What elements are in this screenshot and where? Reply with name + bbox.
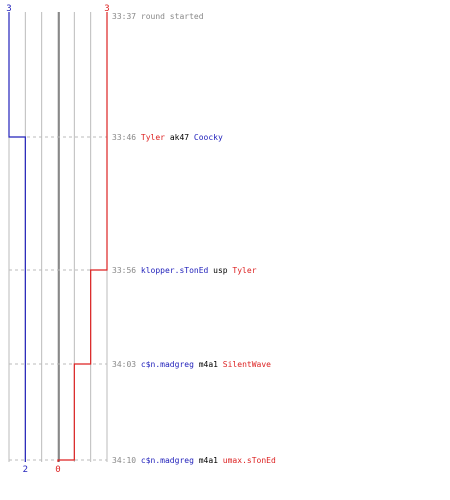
event-weapon: m4a1 bbox=[199, 360, 223, 369]
event-time: 33:56 bbox=[112, 266, 141, 275]
event-note: round started bbox=[141, 12, 204, 21]
event-time: 33:46 bbox=[112, 133, 141, 142]
event-row: 33:56 klopper.sTonEd usp Tyler bbox=[112, 266, 257, 275]
team-b-end-count: 0 bbox=[55, 465, 60, 475]
event-killer: c$n.madgreg bbox=[141, 360, 199, 369]
event-victim: umax.sTonEd bbox=[223, 456, 276, 465]
event-killer: Tyler bbox=[141, 133, 170, 142]
team-b-step-line bbox=[57, 12, 108, 462]
event-row: 34:10 c$n.madgreg m4a1 umax.sTonEd bbox=[112, 456, 276, 465]
event-killer: c$n.madgreg bbox=[141, 456, 199, 465]
event-row: 33:37 round started bbox=[112, 12, 204, 21]
team-a-step-line bbox=[8, 12, 26, 462]
event-row: 33:46 Tyler ak47 Coocky bbox=[112, 133, 223, 142]
team-a-end-count: 2 bbox=[23, 465, 28, 475]
event-row: 34:03 c$n.madgreg m4a1 SilentWave bbox=[112, 360, 271, 369]
team-b-start-count: 3 bbox=[104, 4, 109, 14]
event-weapon: m4a1 bbox=[199, 456, 223, 465]
event-time: 34:03 bbox=[112, 360, 141, 369]
event-weapon: usp bbox=[213, 266, 232, 275]
event-killer: klopper.sTonEd bbox=[141, 266, 213, 275]
team-a-start-count: 3 bbox=[6, 4, 11, 14]
event-victim: Coocky bbox=[194, 133, 223, 142]
event-victim: Tyler bbox=[232, 266, 256, 275]
event-time: 33:37 bbox=[112, 12, 141, 21]
event-victim: SilentWave bbox=[223, 360, 271, 369]
event-weapon: ak47 bbox=[170, 133, 194, 142]
event-time: 34:10 bbox=[112, 456, 141, 465]
